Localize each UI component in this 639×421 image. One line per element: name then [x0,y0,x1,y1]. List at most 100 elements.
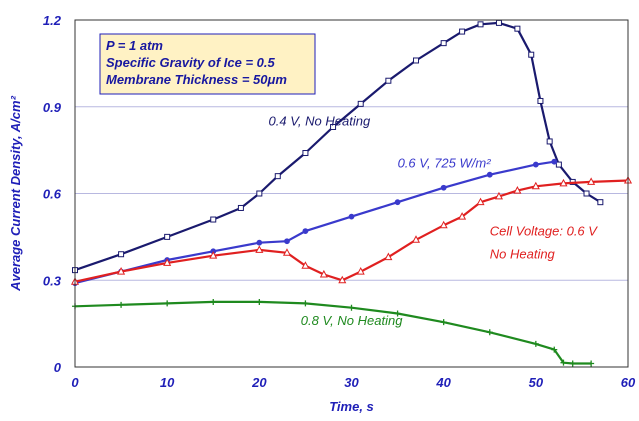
info-box-background [99,33,316,95]
data-point [560,359,567,366]
data-point [559,178,568,187]
series-line [74,160,555,285]
data-point [256,239,263,246]
data-point [440,319,447,326]
x-tick-label: 20 [251,375,267,390]
x-tick-label: 40 [435,375,451,390]
series-annotation: 0.6 V, 725 W/m² [398,155,492,170]
data-point [486,329,493,336]
data-point [210,216,217,223]
data-point [164,300,171,307]
data-point [537,97,544,104]
data-point [384,252,393,261]
info-line-pressure: P = 1 atm [106,38,163,53]
series-annotation: 0.8 V, No Heating [301,313,403,328]
data-point [476,197,485,206]
series-layer [70,19,633,367]
data-point [555,161,562,168]
series-annotation: No Heating [490,247,556,262]
data-point [301,261,310,269]
data-point [256,190,263,197]
data-point [282,248,292,256]
data-point [569,360,576,367]
y-tick-label: 0.9 [43,100,62,115]
data-point [477,21,484,28]
data-point [117,267,126,275]
data-point [118,301,125,308]
series-line [74,300,592,365]
data-point [394,199,401,206]
data-point [356,267,365,275]
data-point [458,212,467,220]
x-tick-label: 60 [621,375,636,390]
data-point [255,245,264,253]
data-point [528,51,535,58]
data-point [532,340,539,347]
data-point [587,177,596,185]
data-point [302,228,309,234]
series-1 [72,19,604,274]
data-point [210,298,217,305]
data-point [440,40,447,47]
data-point [394,310,401,317]
x-tick-labels: 0 10 20 30 40 50 60 [71,375,636,390]
data-point [532,161,539,168]
data-point [348,213,355,220]
data-point [597,199,604,206]
data-point [583,190,590,197]
plot-frame [74,19,629,368]
data-point [439,220,448,229]
data-point [440,184,447,191]
y-tick-label: 0.3 [43,273,62,288]
data-point [348,304,355,311]
data-point [163,258,172,266]
data-point [164,233,171,240]
data-point [319,269,328,278]
x-tick-label: 10 [160,375,175,390]
data-point [494,191,503,200]
info-box: P = 1 atm Specific Gravity of Ice = 0.5 … [99,33,316,95]
info-line-thickness: Membrane Thickness = 50μm [106,72,287,87]
data-point [513,186,522,194]
info-line-gravity: Specific Gravity of Ice = 0.5 [106,55,275,70]
x-axis-label: Time, s [329,399,374,414]
data-point [302,300,309,307]
data-point [357,100,364,107]
data-point [284,238,290,245]
data-point [531,181,540,190]
data-point [302,150,309,157]
data-point [459,28,466,35]
y-tick-label: 0.6 [43,187,62,202]
data-point [588,360,595,367]
series-4 [72,298,595,367]
y-tick-label: 0 [54,360,62,375]
x-tick-label: 0 [71,375,79,390]
series-annotations: 0.4 V, No Heating 0.6 V, 725 W/m² Cell Vol… [269,114,599,329]
data-point [385,77,392,84]
data-point [411,235,421,243]
x-tick-label: 50 [529,375,544,390]
data-point [118,251,125,258]
x-tick-label: 30 [344,375,359,390]
data-point [551,158,558,165]
series-line [74,21,601,272]
y-tick-labels: 0 0.3 0.6 0.9 1.2 [43,13,62,375]
y-tick-label: 1.2 [43,13,62,28]
data-point [486,171,493,178]
data-point [551,346,558,353]
data-point [546,138,553,145]
data-point [330,123,337,130]
data-point [413,57,420,64]
series-annotation: Cell Voltage: 0.6 V [490,223,599,238]
data-point [514,25,521,32]
data-point [274,173,281,180]
data-point [237,204,244,211]
y-axis-label: Average Current Density, A/cm² [8,95,23,291]
data-point [495,19,502,26]
series-annotation: 0.4 V, No Heating [269,114,371,129]
series-3 [70,175,633,285]
data-point [209,251,218,259]
grid-lines [75,106,628,281]
data-point [338,275,347,284]
